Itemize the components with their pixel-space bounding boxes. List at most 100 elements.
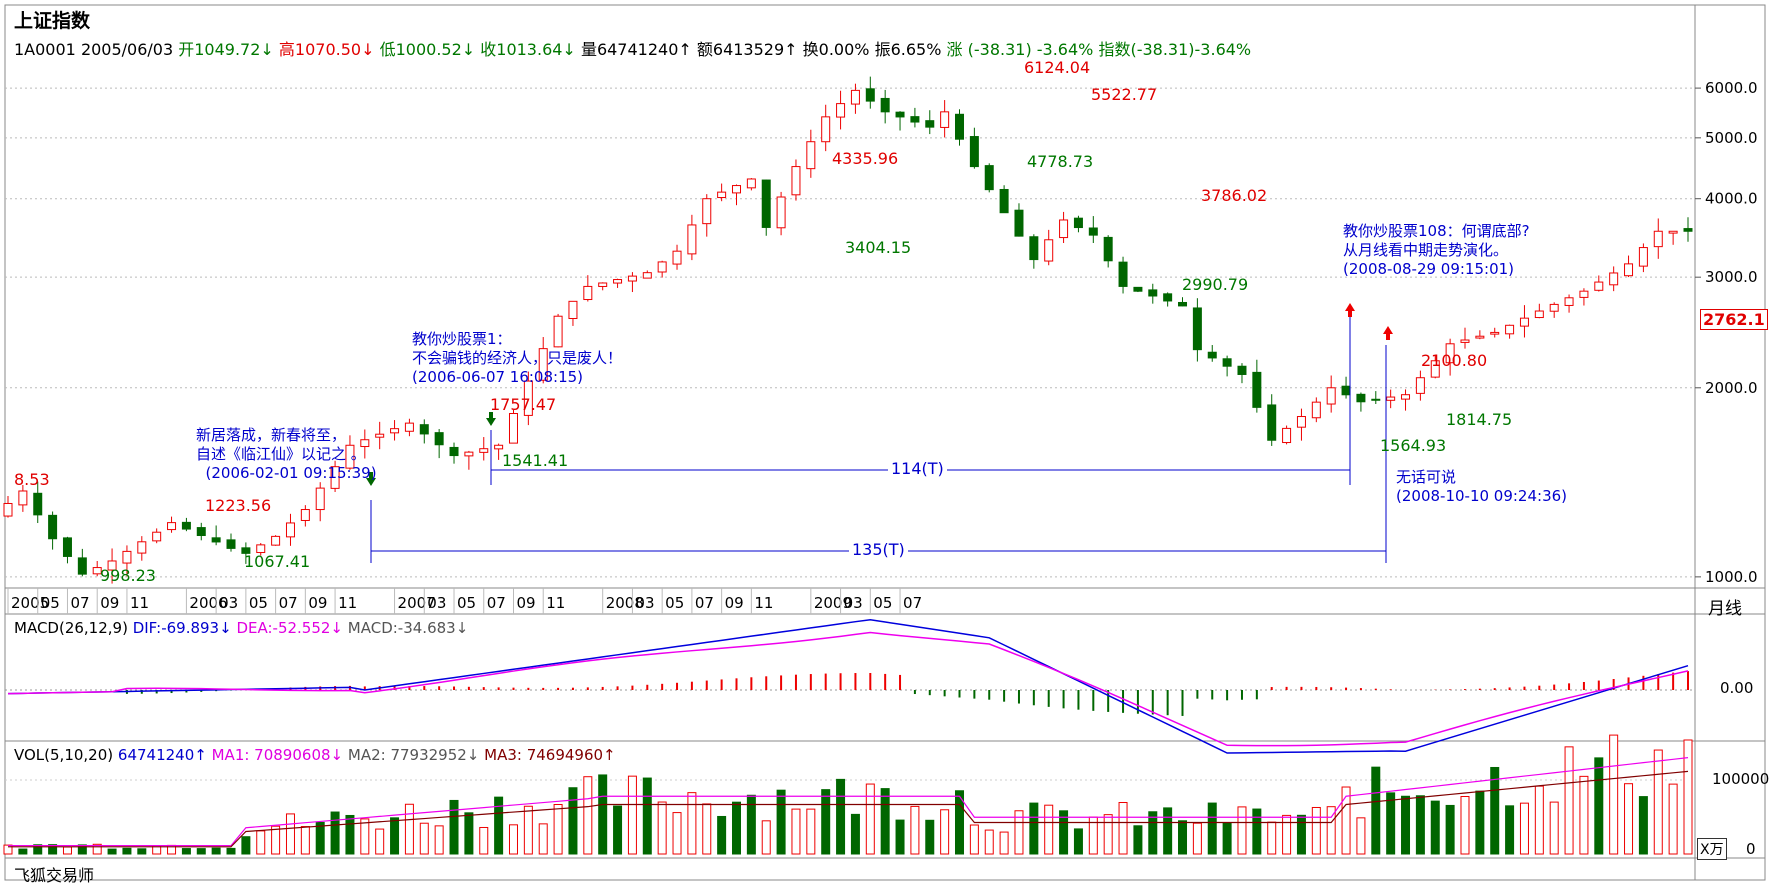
x-tick-label: 09 [725, 594, 744, 612]
price-label: 2100.80 [1421, 351, 1488, 370]
x-tick-label: 11 [754, 594, 773, 612]
candle-body [92, 567, 102, 575]
candle-body [1505, 324, 1515, 335]
volume-bar [33, 844, 43, 855]
volume-bar [494, 796, 504, 855]
vol-ma3-line [8, 770, 1689, 848]
volume-bar [271, 825, 281, 855]
candle-body [345, 444, 355, 469]
volume-bar [434, 825, 444, 855]
candle-body [434, 432, 444, 446]
candle-body [776, 196, 786, 229]
x-tick-label: 09 [516, 594, 535, 612]
x-tick-label: 2006 [189, 594, 227, 612]
candle-body [315, 487, 325, 511]
volume-bar [538, 823, 548, 855]
candle-body [479, 448, 489, 453]
volume-bar [1326, 806, 1336, 855]
candle-body [642, 272, 652, 279]
annotation-line: 教你炒股票108：何谓底部? [1343, 222, 1530, 240]
x-tick-label: 11 [546, 594, 565, 612]
y-tick-label: 4000.0 [1705, 190, 1758, 208]
volume-bar [300, 826, 310, 855]
volume-bar [196, 848, 206, 855]
candle-body [271, 535, 281, 546]
volume-bar [404, 803, 414, 855]
unit-button[interactable]: X万 [1697, 838, 1727, 860]
vol-ma3: MA3: 74694960↑ [484, 746, 616, 764]
annotation-line: (2006-02-01 09:15:39) [196, 464, 377, 482]
macd-value: MACD:-34.683↓ [347, 619, 469, 637]
vol-ma2: MA2: 77932952↓ [347, 746, 480, 764]
period-label: 月线 [1708, 599, 1742, 619]
candle-body [850, 89, 860, 105]
x-tick-label: 07 [695, 594, 714, 612]
volume-bar [672, 812, 682, 855]
up-arrow-marker [1383, 326, 1393, 340]
volume-bar [122, 847, 132, 855]
candle-body [984, 165, 994, 191]
price-label: 1067.41 [244, 552, 311, 571]
volume-bar [1415, 795, 1425, 855]
candle-body [211, 537, 221, 543]
volume-bar [925, 819, 935, 855]
candle-body [940, 111, 950, 128]
candle-body [672, 250, 682, 265]
volume-bar [1073, 828, 1083, 855]
candle-body [1638, 247, 1648, 267]
annotation-line: 无话可说 [1396, 468, 1457, 486]
candle-body [508, 413, 518, 444]
vol-title: VOL(5,10,20) [14, 746, 114, 764]
annotation-line: 自述《临江仙》以记之 。 [196, 445, 366, 463]
x-tick-label: 2009 [814, 594, 852, 612]
volume-bar [1609, 734, 1619, 855]
price-label: 4778.73 [1027, 152, 1094, 171]
candle-body [1207, 351, 1217, 359]
price-label: 998.23 [100, 566, 156, 585]
x-tick-label: 05 [41, 594, 60, 612]
volume-bar [613, 805, 623, 855]
volume-bar [419, 822, 429, 855]
volume-bar [1519, 802, 1529, 855]
candle-body [1401, 394, 1411, 400]
candle-body [1415, 377, 1425, 394]
candle-body [167, 522, 177, 531]
volume-bar [508, 824, 518, 855]
annotation-note: 教你炒股票108：何谓底部? 从月线看中期走势演化。 (2008-08-29 0… [1343, 222, 1530, 279]
candle-body [925, 120, 935, 128]
candle-body [196, 527, 206, 537]
candle-body [791, 166, 801, 196]
dea-line [7, 631, 1689, 747]
volume-bar [1371, 766, 1381, 855]
candle-body [77, 557, 87, 575]
candle-body [1296, 416, 1306, 428]
volume-bar [1594, 757, 1604, 855]
volume-bar [687, 792, 697, 855]
x-tick-label: 2008 [606, 594, 644, 612]
candle-body [390, 428, 400, 434]
y-tick-label: 5000.0 [1705, 129, 1758, 147]
candle-body [1594, 281, 1604, 291]
candle-body [910, 116, 920, 123]
price-label: 5522.77 [1091, 85, 1158, 104]
candle-body [1311, 401, 1321, 419]
candle-body [865, 88, 875, 102]
candle-body [1386, 396, 1396, 401]
volume-bar [1490, 766, 1500, 855]
dea-value: DEA:-52.552↓ [236, 619, 343, 637]
low-price: 低1000.52↓ [379, 40, 476, 59]
volume-bar [717, 815, 727, 855]
annotation-note: 教你炒股票1： 不会骗钱的经济人，只是废人！ (2006-06-07 16:08… [412, 330, 622, 387]
stock-code: 1A0001 [14, 40, 76, 59]
volume-bar [1445, 804, 1455, 855]
vol-ma1: MA1: 70890608↓ [211, 746, 344, 764]
candle-body [627, 275, 637, 282]
candle-body [538, 348, 548, 381]
volume-bar [1638, 796, 1648, 855]
volume-bar [1311, 806, 1321, 855]
price-label: 1541.41 [502, 451, 569, 470]
volume-bar [776, 789, 786, 855]
candle-body [1356, 393, 1366, 403]
candle-body [731, 185, 741, 194]
volume-bar [360, 818, 370, 855]
